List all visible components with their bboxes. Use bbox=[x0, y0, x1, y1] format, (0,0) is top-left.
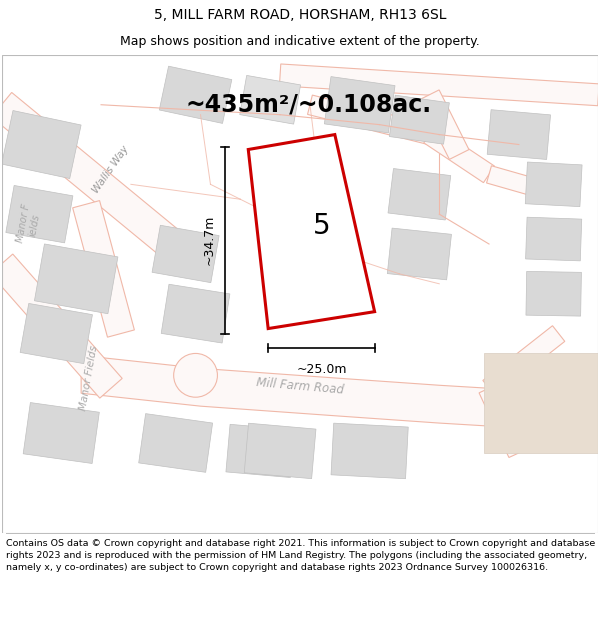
Polygon shape bbox=[73, 201, 134, 337]
Text: ~435m²/~0.108ac.: ~435m²/~0.108ac. bbox=[185, 92, 432, 117]
Bar bbox=[23, 402, 100, 464]
Text: Wallis Way: Wallis Way bbox=[91, 144, 131, 195]
Bar bbox=[6, 186, 73, 243]
Bar bbox=[484, 354, 600, 453]
Polygon shape bbox=[419, 90, 469, 159]
Polygon shape bbox=[483, 326, 565, 396]
Text: Manor Fields: Manor Fields bbox=[79, 345, 100, 412]
Bar bbox=[240, 76, 301, 124]
Bar bbox=[161, 284, 230, 343]
Bar bbox=[389, 95, 449, 144]
Polygon shape bbox=[487, 166, 561, 203]
Polygon shape bbox=[479, 384, 529, 458]
Bar bbox=[2, 111, 81, 179]
Text: Manor F
ields: Manor F ields bbox=[16, 203, 43, 246]
Bar bbox=[20, 303, 92, 364]
Bar bbox=[325, 77, 395, 133]
Bar bbox=[388, 228, 451, 280]
Text: ~25.0m: ~25.0m bbox=[296, 363, 347, 376]
Bar bbox=[526, 217, 582, 261]
Text: ~34.7m: ~34.7m bbox=[202, 215, 215, 265]
Bar bbox=[526, 271, 581, 316]
Text: Map shows position and indicative extent of the property.: Map shows position and indicative extent… bbox=[120, 35, 480, 48]
Bar bbox=[487, 109, 551, 159]
Bar bbox=[388, 169, 451, 220]
Text: 5: 5 bbox=[313, 212, 330, 240]
Text: 5, MILL FARM ROAD, HORSHAM, RH13 6SL: 5, MILL FARM ROAD, HORSHAM, RH13 6SL bbox=[154, 8, 446, 22]
Text: Contains OS data © Crown copyright and database right 2021. This information is : Contains OS data © Crown copyright and d… bbox=[6, 539, 595, 572]
Polygon shape bbox=[0, 92, 181, 256]
Bar bbox=[244, 423, 316, 479]
Bar bbox=[159, 66, 232, 123]
Bar bbox=[139, 414, 212, 472]
Polygon shape bbox=[81, 356, 489, 426]
Bar bbox=[34, 244, 118, 314]
Polygon shape bbox=[424, 126, 494, 182]
Bar bbox=[331, 423, 408, 479]
Polygon shape bbox=[280, 64, 599, 106]
Text: Mill Farm Road: Mill Farm Road bbox=[256, 376, 344, 397]
Bar bbox=[152, 225, 219, 282]
Circle shape bbox=[173, 354, 217, 398]
Polygon shape bbox=[248, 134, 374, 329]
Bar bbox=[525, 162, 582, 207]
Bar bbox=[226, 424, 295, 478]
Polygon shape bbox=[0, 254, 122, 398]
Polygon shape bbox=[308, 95, 432, 144]
